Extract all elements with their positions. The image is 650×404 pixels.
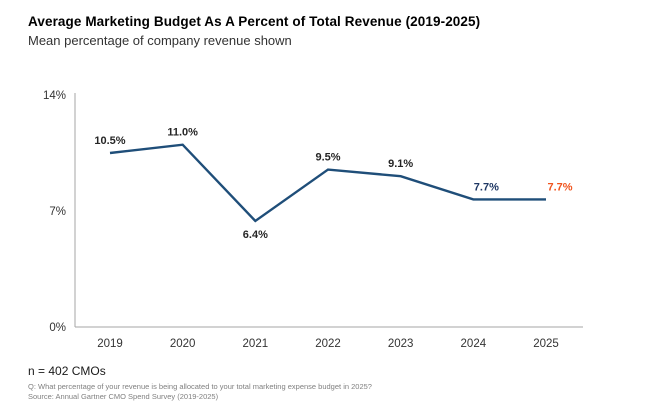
chart-svg: 0% 7% 14% 2019 2020 2021 2022 2023 2024 2025 10.5%… <box>43 90 583 350</box>
x-tick-label-2020: 2020 <box>170 338 196 350</box>
survey-question-note: Q: What percentage of your revenue is be… <box>28 382 372 391</box>
y-tick-label-0%: 0% <box>49 322 66 334</box>
line-chart: 0% 7% 14% 2019 2020 2021 2022 2023 2024 2025 10.5%… <box>0 85 650 360</box>
y-tick-label-14%: 14% <box>43 90 66 102</box>
x-tick-label-2024: 2024 <box>461 338 487 350</box>
source-note: Source: Annual Gartner CMO Spend Survey … <box>28 392 219 401</box>
y-tick-label-7%: 7% <box>49 206 66 218</box>
data-label-2020: 11.0% <box>167 127 198 139</box>
chart-footer: n = 402 CMOs Q: What percentage of your … <box>28 364 628 402</box>
data-label-2024: 7.7% <box>474 181 499 193</box>
sample-size-note: n = 402 CMOs <box>28 364 106 378</box>
x-tick-label-2019: 2019 <box>97 338 123 350</box>
data-label-2021: 6.4% <box>243 229 268 241</box>
chart-title: Average Marketing Budget As A Percent of… <box>28 14 481 29</box>
data-label-2022: 9.5% <box>315 152 340 164</box>
data-label-2019: 10.5% <box>94 135 125 147</box>
data-label-2023: 9.1% <box>388 158 413 170</box>
x-tick-label-2023: 2023 <box>388 338 414 350</box>
data-label-2025: 7.7% <box>547 181 572 193</box>
x-tick-label-2021: 2021 <box>243 338 269 350</box>
trend-line <box>109 143 546 223</box>
x-tick-label-2025: 2025 <box>533 338 559 350</box>
chart-subtitle: Mean percentage of company revenue shown <box>28 33 292 48</box>
x-tick-label-2022: 2022 <box>315 338 341 350</box>
